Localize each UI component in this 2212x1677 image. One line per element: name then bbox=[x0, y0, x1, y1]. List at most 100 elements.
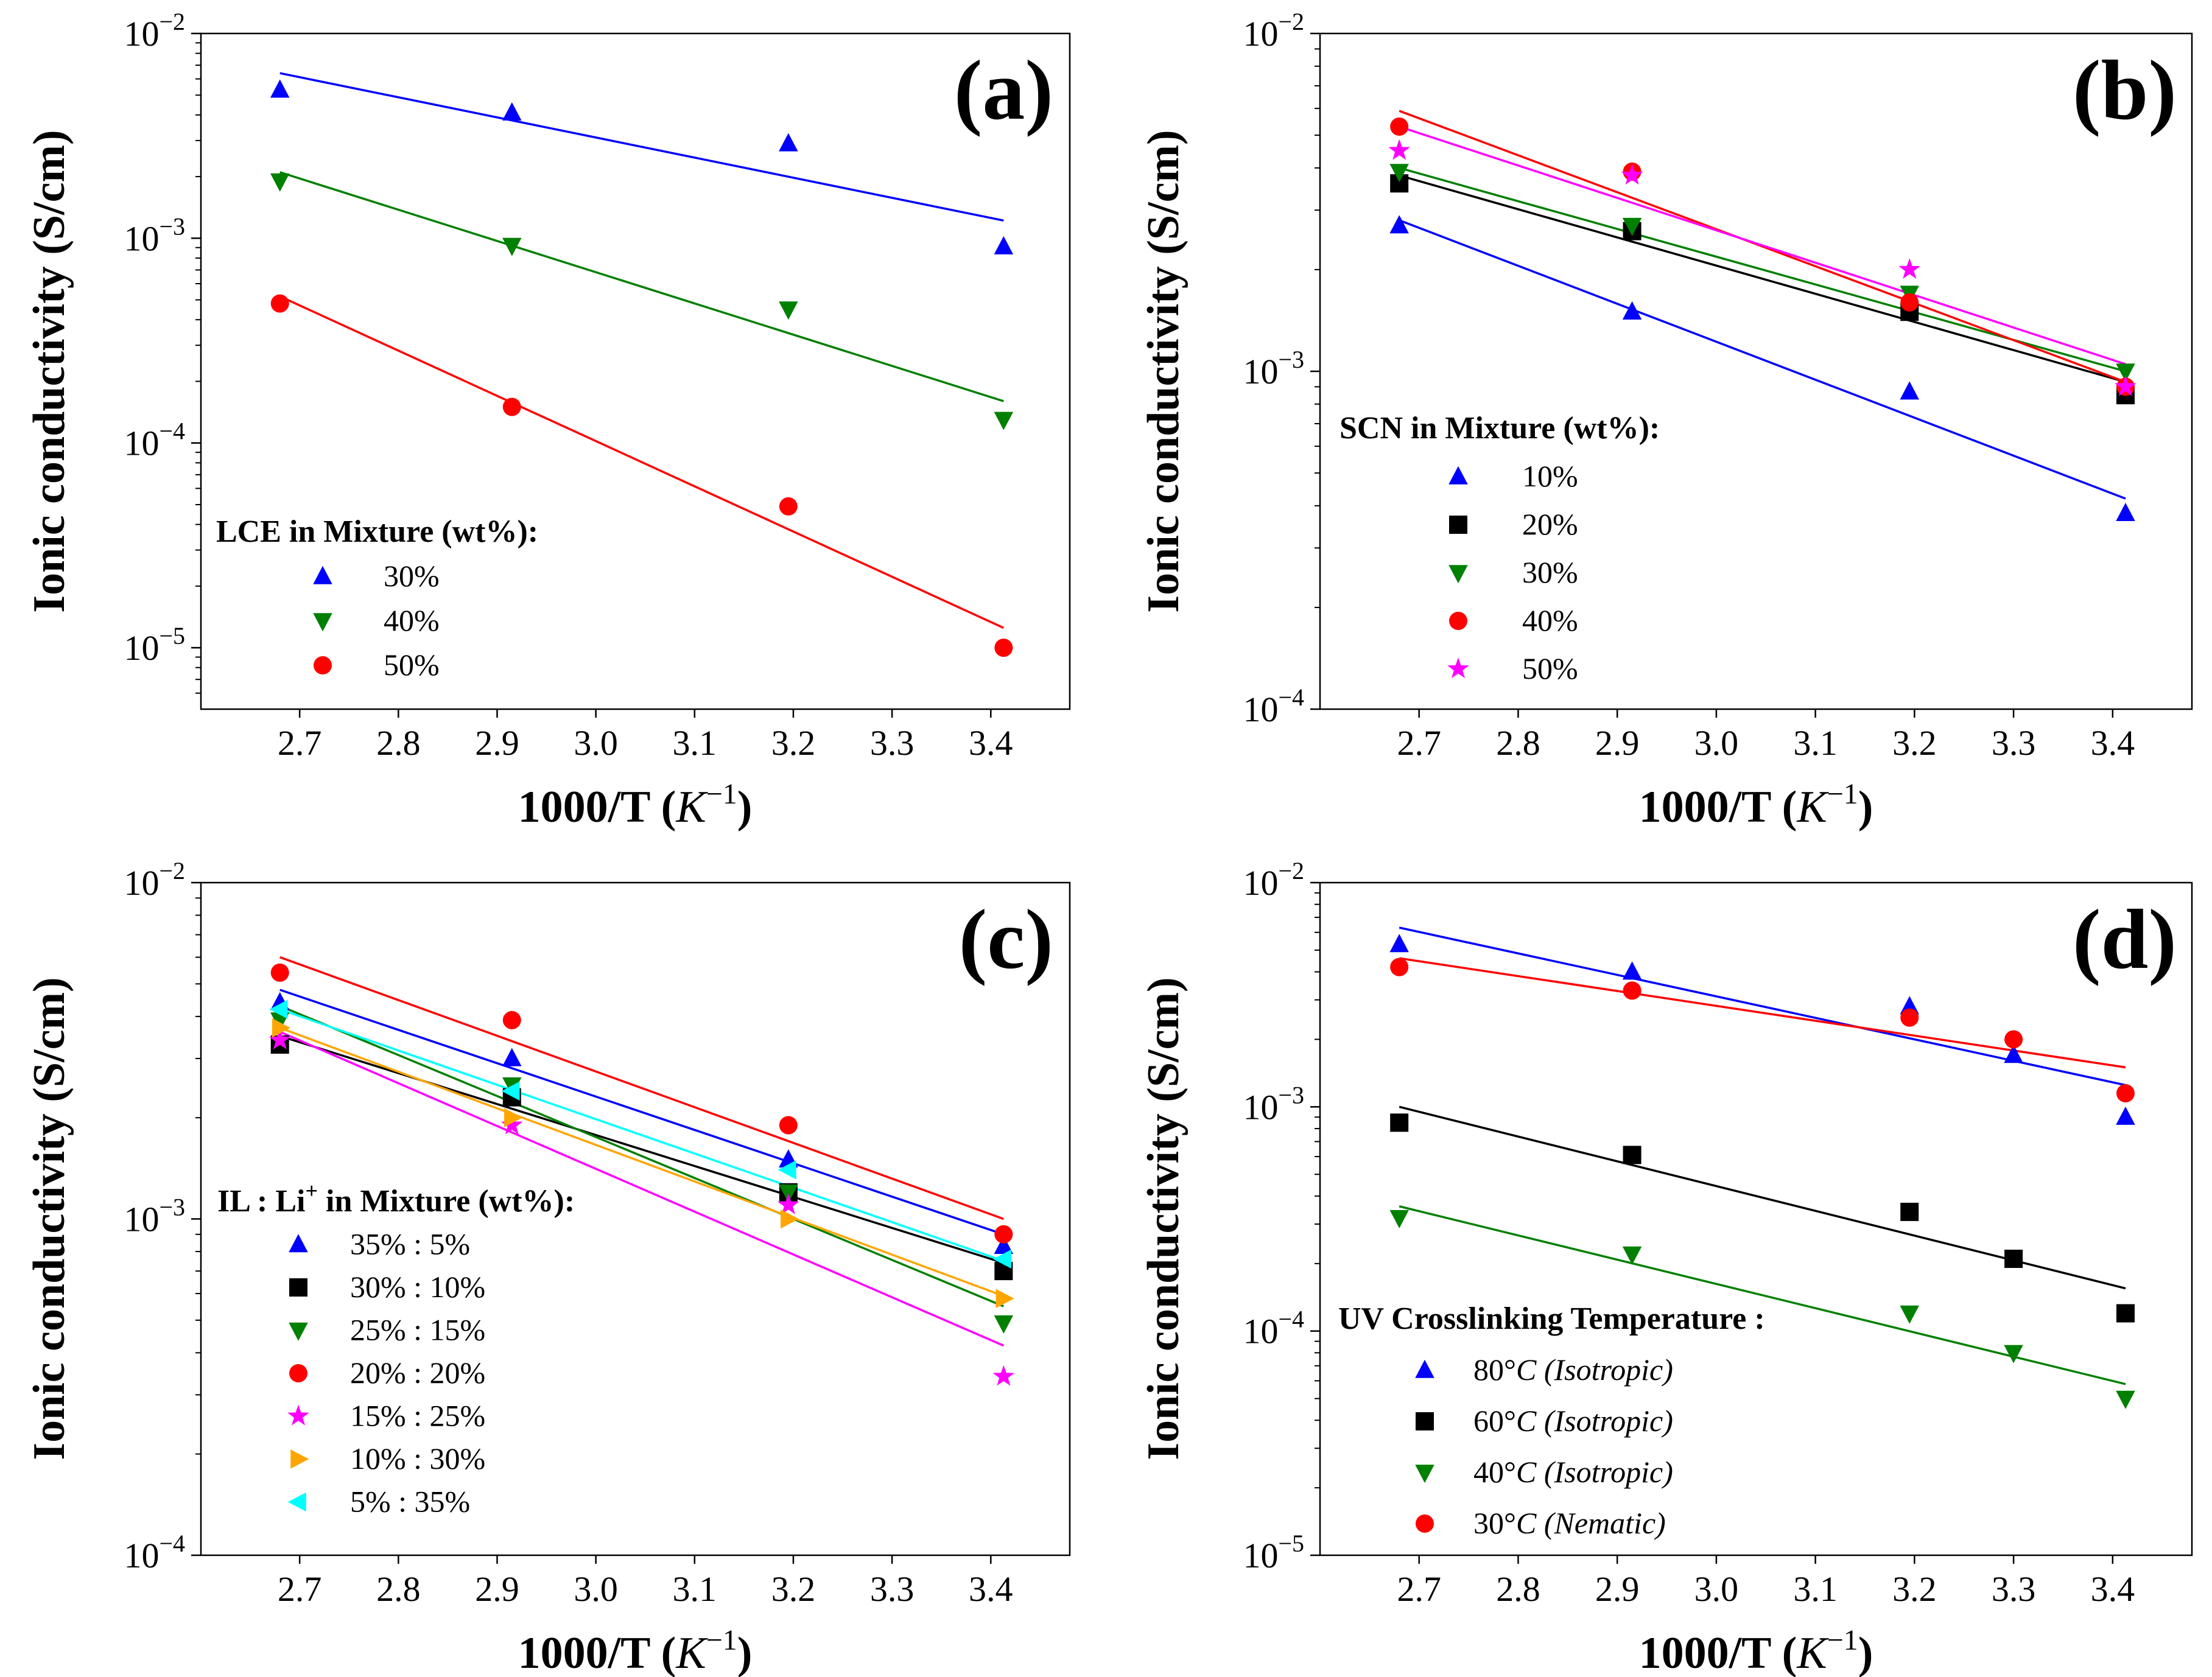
x-tick-label: 3.4 bbox=[2091, 1569, 2135, 1609]
data-point bbox=[2116, 363, 2135, 382]
legend-marker bbox=[1448, 466, 1468, 485]
data-point bbox=[270, 173, 290, 192]
x-tick-label: 3.0 bbox=[574, 723, 618, 763]
x-tick-label: 3.3 bbox=[1992, 1569, 2036, 1609]
legend-mode: (Isotropic) bbox=[1544, 1455, 1673, 1489]
data-point bbox=[994, 1225, 1013, 1244]
data-point bbox=[2116, 1106, 2135, 1125]
x-tick-label: 3.0 bbox=[574, 1569, 618, 1609]
x-axis-label-main: 1000/T bbox=[1639, 782, 1772, 832]
y-tick-label: 10−3 bbox=[124, 1194, 185, 1239]
legend-marker bbox=[287, 1492, 306, 1512]
y-tick-base: 10 bbox=[1243, 1312, 1278, 1351]
data-point bbox=[1900, 293, 1919, 312]
legend-entry: 20% : 20% bbox=[350, 1356, 485, 1390]
data-point bbox=[1389, 164, 1409, 183]
data-point bbox=[502, 1010, 521, 1029]
y-tick-exponent: −3 bbox=[159, 212, 185, 240]
legend-marker bbox=[1448, 565, 1468, 584]
data-point bbox=[994, 1315, 1014, 1334]
y-tick-label: 10−4 bbox=[124, 418, 185, 463]
legend-entry: 40% bbox=[1522, 603, 1578, 637]
data-point bbox=[781, 1209, 799, 1229]
x-tick-label: 3.4 bbox=[969, 1569, 1013, 1609]
data-point bbox=[1621, 164, 1643, 185]
data-point bbox=[993, 1249, 1012, 1269]
panel-label: (d) bbox=[2073, 892, 2177, 987]
data-point bbox=[504, 1108, 523, 1127]
data-point bbox=[1622, 961, 1642, 980]
y-tick-label: 10−3 bbox=[1243, 346, 1304, 391]
chart-panel: 2.7 2.8 2.9 3.0 3.1 3.2 3.3 3.410−210−310−41000… bbox=[24, 857, 1071, 1677]
x-tick-label: 2.9 bbox=[1595, 723, 1640, 763]
y-tick-label: 10−3 bbox=[1243, 1081, 1304, 1127]
legend-unit: C bbox=[1516, 1404, 1537, 1438]
y-tick-base: 10 bbox=[124, 1200, 159, 1239]
x-tick-label: 3.2 bbox=[771, 723, 816, 763]
legend-temp: 30° bbox=[1473, 1506, 1516, 1540]
data-point bbox=[269, 1029, 291, 1050]
legend-temp: 80° bbox=[1473, 1353, 1516, 1387]
x-tick-label: 2.9 bbox=[475, 1569, 519, 1609]
legend-marker bbox=[1449, 612, 1467, 630]
legend-marker bbox=[1449, 516, 1467, 534]
data-point bbox=[1622, 217, 1642, 236]
legend-mode: (Nematic) bbox=[1544, 1506, 1666, 1540]
legend-unit: C bbox=[1516, 1353, 1537, 1387]
data-point bbox=[1622, 1246, 1642, 1265]
legend-marker bbox=[1447, 657, 1469, 679]
x-tick-label: 3.1 bbox=[1793, 1569, 1838, 1609]
data-point bbox=[778, 1160, 796, 1180]
fit-line bbox=[279, 1026, 1004, 1297]
x-tick-label: 3.3 bbox=[870, 723, 915, 763]
x-axis-label-paren: ) bbox=[737, 1628, 753, 1677]
data-point bbox=[1900, 381, 1919, 400]
fit-line bbox=[1399, 219, 2126, 500]
data-point bbox=[2004, 1249, 2023, 1268]
data-point bbox=[994, 639, 1013, 657]
data-point bbox=[502, 397, 521, 416]
fit-line bbox=[279, 1035, 1004, 1264]
y-tick-base: 10 bbox=[124, 424, 159, 463]
x-tick-label: 2.9 bbox=[475, 723, 519, 763]
legend-marker bbox=[314, 656, 332, 674]
data-point bbox=[992, 1365, 1015, 1386]
x-tick-label: 3.3 bbox=[870, 1569, 915, 1609]
legend-unit: C bbox=[1516, 1506, 1537, 1540]
legend-marker bbox=[290, 1449, 309, 1469]
legend-marker bbox=[1416, 1412, 1434, 1430]
data-point bbox=[779, 1116, 798, 1135]
y-tick-label: 10−4 bbox=[1243, 684, 1304, 729]
x-axis-label-main: 1000/T bbox=[518, 782, 651, 832]
data-point bbox=[1390, 117, 1409, 136]
y-tick-base: 10 bbox=[1243, 1536, 1278, 1575]
x-tick-label: 2.9 bbox=[1595, 1569, 1640, 1609]
x-axis-label-unit: K bbox=[1796, 782, 1829, 832]
legend-title-suffix: in Mixture (wt%): bbox=[318, 1184, 575, 1219]
legend-marker bbox=[289, 1364, 307, 1382]
y-axis-label: Ionic conductivity (S/cm) bbox=[24, 977, 74, 1460]
y-tick-exponent: −4 bbox=[1278, 684, 1304, 711]
x-tick-label: 3.2 bbox=[1892, 1569, 1937, 1609]
x-axis-label-exponent: −1 bbox=[1827, 1624, 1858, 1656]
x-tick-label: 2.7 bbox=[278, 1569, 322, 1609]
legend-title: UV Crosslinking Temperature : bbox=[1338, 1301, 1765, 1336]
y-tick-exponent: −3 bbox=[1278, 1081, 1304, 1108]
fit-line bbox=[1399, 125, 2126, 365]
x-tick-label: 3.0 bbox=[1694, 723, 1739, 763]
legend-title-prefix: IL : Li bbox=[217, 1184, 306, 1219]
legend-entry: 60°C (Isotropic) bbox=[1473, 1404, 1673, 1438]
y-tick-base: 10 bbox=[124, 1536, 159, 1575]
panel-label: (c) bbox=[959, 892, 1053, 987]
data-point bbox=[2004, 1345, 2023, 1364]
legend-unit: C bbox=[1516, 1455, 1537, 1489]
y-tick-base: 10 bbox=[1243, 863, 1278, 903]
fit-line bbox=[279, 1004, 1005, 1308]
y-tick-exponent: −4 bbox=[1278, 1306, 1304, 1333]
x-tick-label: 3.2 bbox=[771, 1569, 816, 1609]
y-tick-exponent: −2 bbox=[1278, 857, 1304, 884]
x-axis-label: 1000/T (K−1) bbox=[518, 778, 753, 832]
legend-entry: 40°C (Isotropic) bbox=[1473, 1455, 1673, 1489]
x-tick-label: 3.4 bbox=[969, 723, 1013, 763]
